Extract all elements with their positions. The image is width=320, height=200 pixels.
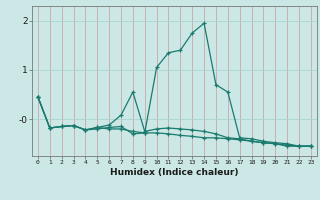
X-axis label: Humidex (Indice chaleur): Humidex (Indice chaleur) xyxy=(110,168,239,177)
